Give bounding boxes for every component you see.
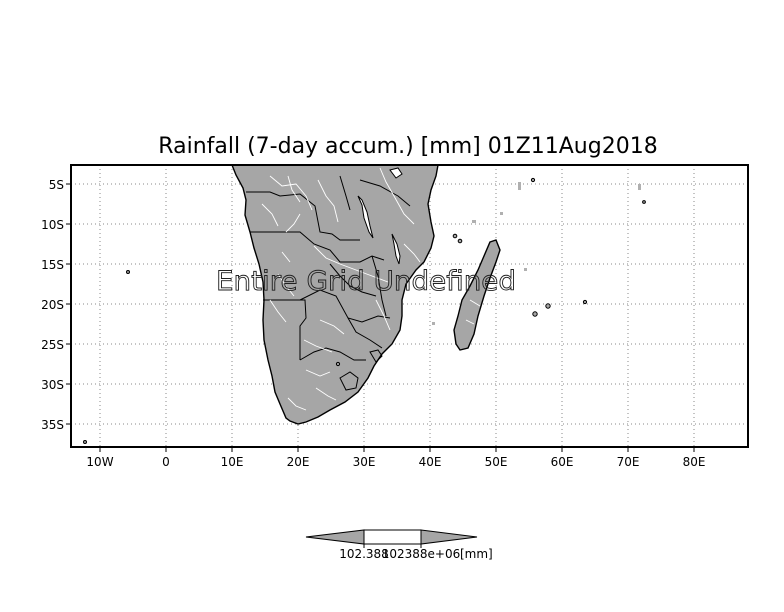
lat-label: 20S <box>41 298 64 312</box>
africa-landmass <box>230 164 439 425</box>
lon-label: 40E <box>419 455 442 469</box>
faint-islands <box>432 182 641 325</box>
lat-label: 15S <box>41 258 64 272</box>
country-borders <box>246 175 411 391</box>
colorbar-label-right: 102388e+06 <box>382 547 461 561</box>
lon-label: 70E <box>617 455 640 469</box>
lake-victoria <box>389 167 403 179</box>
longitude-labels: 10W 0 10E 20E 30E 40E 50E 60E 70E 80E <box>86 455 705 469</box>
lat-label: 30S <box>41 378 64 392</box>
lon-label: 30E <box>353 455 376 469</box>
rivers <box>261 167 421 411</box>
lat-label: 25S <box>41 338 64 352</box>
graticule <box>71 165 748 447</box>
lat-label: 35S <box>41 418 64 432</box>
map-border <box>70 164 749 448</box>
lat-label: 10S <box>41 218 64 232</box>
colorbar-label-left: 102.388 <box>339 547 389 561</box>
map-title: Rainfall (7-day accum.) [mm] 01Z11Aug201… <box>158 134 657 159</box>
lon-label: 20E <box>287 455 310 469</box>
madagascar-rivers <box>465 299 481 325</box>
lon-label: 50E <box>485 455 508 469</box>
colorbar-center-box <box>363 529 422 545</box>
lon-label: 10E <box>221 455 244 469</box>
small-islands <box>83 177 646 444</box>
colorbar: 102.388 102388e+06 [mm] <box>305 529 493 561</box>
longitude-ticks <box>99 447 695 452</box>
latitude-ticks <box>66 183 71 425</box>
lake-tanganyika <box>357 195 374 239</box>
lake-malawi <box>391 233 401 265</box>
lon-label: 80E <box>683 455 706 469</box>
colorbar-unit: [mm] <box>460 547 493 561</box>
lon-label: 0 <box>162 455 170 469</box>
lat-label: 5S <box>49 178 64 192</box>
map-plot-area: Entire Grid Undefined <box>70 164 749 448</box>
lon-label: 60E <box>551 455 574 469</box>
latitude-labels: 5S 10S 15S 20S 25S 30S 35S <box>41 178 64 432</box>
madagascar-landmass <box>453 239 501 351</box>
colorbar-left-arrow <box>305 529 365 545</box>
lon-label: 10W <box>86 455 113 469</box>
undefined-grid-message: Entire Grid Undefined <box>216 266 516 297</box>
colorbar-right-arrow <box>420 529 478 545</box>
